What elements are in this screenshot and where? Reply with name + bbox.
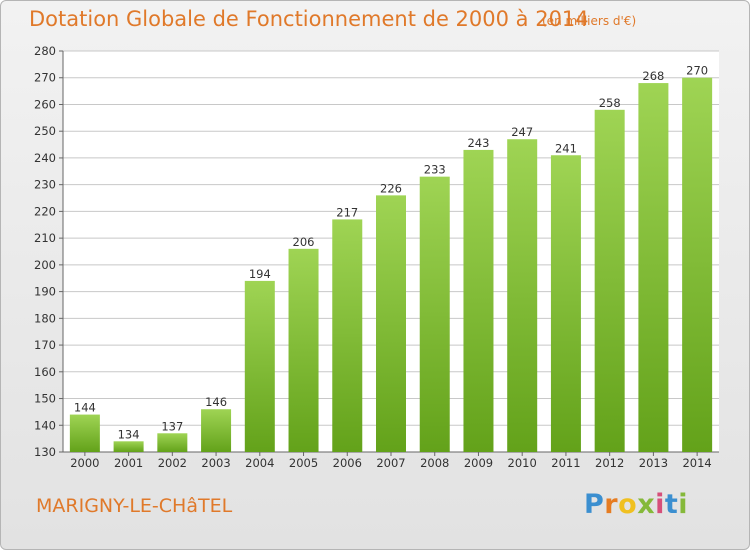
chart-title: Dotation Globale de Fonctionnement de 20…	[29, 7, 589, 31]
logo-letter: t	[664, 489, 679, 520]
x-tick-label: 2011	[551, 456, 580, 470]
y-tick-label: 160	[34, 365, 56, 379]
x-tick-label: 2007	[376, 456, 405, 470]
bar	[419, 176, 450, 452]
bar	[507, 139, 538, 452]
bar-value-label: 268	[642, 69, 664, 83]
y-tick-label: 170	[34, 338, 56, 352]
x-tick-label: 2001	[114, 456, 143, 470]
bar-value-label: 233	[424, 163, 446, 177]
x-tick-label: 2009	[464, 456, 493, 470]
bar-value-label: 206	[293, 235, 315, 249]
x-tick-label: 2004	[245, 456, 274, 470]
bar	[244, 280, 275, 452]
logo-letter: o	[618, 489, 638, 520]
logo-letter: i	[655, 489, 665, 520]
x-tick-label: 2000	[70, 456, 99, 470]
bar-value-label: 270	[686, 64, 708, 78]
bar	[638, 83, 669, 452]
bar-value-label: 241	[555, 141, 577, 155]
bar	[69, 414, 100, 452]
y-tick-label: 200	[34, 258, 56, 272]
y-tick-label: 130	[34, 445, 56, 459]
bar	[594, 109, 625, 453]
bar-value-label: 258	[599, 96, 621, 110]
bar-value-label: 137	[161, 419, 183, 433]
x-tick-label: 2014	[682, 456, 711, 470]
logo-letter: x	[637, 489, 656, 520]
x-tick-label: 2012	[595, 456, 624, 470]
proxiti-logo: Proxiti	[584, 489, 688, 520]
y-tick-label: 190	[34, 285, 56, 299]
bar	[463, 149, 494, 452]
commune-name: MARIGNY-LE-CHâTEL	[36, 495, 233, 517]
bar-value-label: 144	[74, 401, 96, 415]
y-tick-label: 210	[34, 231, 56, 245]
bar-value-label: 217	[336, 205, 358, 219]
x-tick-label: 2006	[333, 456, 362, 470]
bar	[157, 433, 188, 452]
bar	[376, 195, 406, 453]
bar	[201, 409, 232, 452]
bar	[682, 77, 713, 452]
y-tick-label: 260	[34, 97, 56, 111]
bar-value-label: 194	[249, 267, 271, 281]
x-tick-label: 2002	[158, 456, 187, 470]
logo-letter: P	[584, 489, 605, 520]
bar-value-label: 134	[118, 427, 140, 441]
bar-value-label: 146	[205, 395, 227, 409]
y-tick-label: 250	[34, 124, 56, 138]
x-tick-label: 2003	[201, 456, 230, 470]
y-tick-label: 220	[34, 204, 56, 218]
logo-letter: i	[678, 489, 689, 520]
y-tick-label: 180	[34, 311, 56, 325]
y-tick-label: 140	[34, 418, 56, 432]
x-tick-label: 2010	[508, 456, 537, 470]
y-tick-label: 150	[34, 392, 56, 406]
bar-value-label: 247	[511, 125, 533, 139]
logo-letter: r	[604, 489, 619, 520]
x-tick-label: 2013	[639, 456, 668, 470]
y-tick-label: 240	[34, 151, 56, 165]
bar	[332, 219, 363, 452]
chart-unit: (en milliers d'€)	[542, 14, 637, 28]
bar	[113, 441, 144, 452]
x-tick-label: 2008	[420, 456, 449, 470]
y-tick-label: 280	[34, 44, 56, 58]
bar	[550, 155, 581, 452]
x-tick-label: 2005	[289, 456, 318, 470]
bar-value-label: 226	[380, 181, 402, 195]
y-tick-label: 230	[34, 178, 56, 192]
bar	[288, 248, 319, 452]
y-tick-label: 270	[34, 71, 56, 85]
bar-value-label: 243	[467, 136, 489, 150]
